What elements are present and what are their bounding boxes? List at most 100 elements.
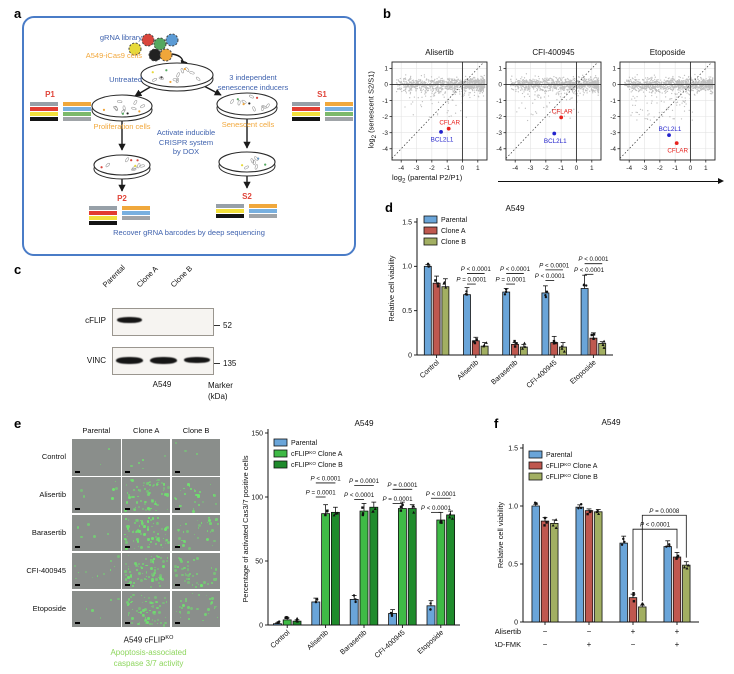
svg-text:P < 0.0001: P < 0.0001	[535, 273, 566, 280]
caspase-speckle	[128, 519, 130, 521]
panel-letter-a: a	[14, 6, 22, 21]
caspase-speckle	[192, 509, 196, 513]
caspase-speckle	[75, 577, 78, 580]
caspase-speckle	[143, 500, 147, 504]
microscopy-image	[171, 439, 221, 476]
caspase-speckle	[136, 540, 139, 543]
svg-text:Clone A: Clone A	[441, 228, 466, 235]
caspase-speckle	[178, 545, 180, 547]
caspase-speckle	[144, 619, 147, 622]
svg-text:cFLIPKO Clone B: cFLIPKO Clone B	[291, 461, 343, 470]
barcode-column	[216, 204, 244, 218]
caspase-speckle	[131, 479, 135, 483]
caspase-speckle	[143, 577, 146, 580]
caspase-speckle	[153, 523, 155, 525]
svg-text:P = 0.0008: P = 0.0008	[649, 508, 680, 515]
svg-text:0: 0	[575, 165, 579, 172]
caspase-speckle	[152, 602, 154, 604]
caspase-speckle	[151, 525, 153, 527]
svg-text:0.5: 0.5	[508, 561, 518, 568]
svg-text:−: −	[587, 627, 592, 636]
caspase-speckle	[146, 575, 148, 577]
caspase-speckle	[163, 537, 165, 540]
caspase-speckle	[127, 568, 130, 571]
caspase-speckle	[162, 489, 165, 491]
caspase-speckle	[130, 602, 132, 604]
svg-text:0: 0	[612, 82, 616, 89]
svg-text:Control: Control	[268, 628, 292, 650]
marker-dash-135	[214, 363, 220, 364]
svg-text:1.5: 1.5	[508, 445, 518, 452]
caspase-speckle	[178, 605, 181, 608]
caspase-speckle	[181, 573, 184, 576]
caspase-speckle	[134, 507, 137, 509]
caspase-speckle	[129, 575, 132, 578]
caspase-speckle	[216, 616, 219, 619]
barcode-column	[292, 102, 320, 121]
svg-text:100: 100	[251, 494, 263, 501]
caspase-speckle	[123, 537, 126, 540]
caspase-speckle	[180, 489, 182, 492]
svg-text:Parental: Parental	[441, 217, 468, 224]
caspase-speckle	[186, 605, 190, 609]
caspase-activity-caption: Apoptosis-associated caspase 3/7 activit…	[110, 648, 187, 668]
barcode-bar	[292, 107, 320, 111]
panel-letter-d: d	[385, 200, 393, 215]
svg-text:A549: A549	[505, 204, 525, 213]
caspase-speckle	[141, 602, 144, 604]
caspase-speckle	[131, 608, 133, 610]
microscopy-image	[72, 439, 121, 476]
caspase-speckle	[157, 478, 160, 482]
caspase-speckle	[145, 620, 149, 624]
caspase-speckle	[134, 518, 138, 522]
caspase-speckle	[131, 617, 134, 620]
caspase-speckle	[152, 530, 156, 534]
caspase-speckle	[167, 485, 171, 489]
caspase-speckle	[157, 516, 160, 519]
barcode-bar	[249, 204, 277, 208]
caspase-speckle	[158, 605, 161, 608]
caspase-speckle	[140, 520, 144, 523]
caspase-speckle	[209, 521, 213, 525]
caspase-speckle	[187, 483, 191, 486]
caspase-speckle	[197, 527, 200, 529]
caspase-speckle	[194, 500, 197, 503]
caspase-speckle	[145, 571, 148, 573]
caspase-speckle	[192, 508, 195, 511]
blot-target-vinc: VINC	[86, 356, 106, 365]
caspase-speckle	[109, 569, 112, 571]
caspase-speckle	[192, 584, 194, 586]
barcode-bar	[63, 117, 91, 121]
caspase-speckle	[109, 560, 112, 563]
caspase-speckle	[208, 516, 210, 519]
svg-text:-4: -4	[626, 165, 632, 172]
caspase-speckle	[82, 495, 86, 498]
svg-text:-1: -1	[672, 165, 678, 172]
microscopy-image	[121, 476, 171, 514]
caspase-speckle	[161, 481, 164, 484]
caspase-speckle	[153, 574, 156, 577]
caspase-speckle	[197, 593, 201, 597]
caspase-speckle	[128, 530, 130, 532]
barcode-bar	[292, 102, 320, 106]
caspase-speckle	[134, 563, 138, 567]
svg-text:Etoposide: Etoposide	[568, 358, 598, 386]
barcode-stack-s2	[216, 204, 277, 218]
svg-text:-1: -1	[558, 165, 564, 172]
caspase-speckle	[146, 611, 148, 614]
svg-text:-2: -2	[382, 114, 388, 121]
caspase-speckle	[162, 601, 165, 605]
scale-bar	[124, 546, 130, 549]
svg-text:1: 1	[498, 66, 502, 73]
caspase-speckle	[149, 558, 153, 562]
svg-text:CFLAR: CFLAR	[552, 108, 573, 115]
microscopy-image	[171, 552, 221, 590]
scale-bar	[75, 508, 80, 511]
dish-senescent-dox	[218, 151, 276, 177]
caspase-speckle	[157, 576, 160, 579]
caspase-speckle	[143, 481, 145, 484]
caspase-speckle	[137, 606, 141, 610]
caspase-speckle	[126, 600, 130, 604]
caspase-speckle	[76, 526, 80, 529]
caspase-speckle	[150, 573, 154, 576]
